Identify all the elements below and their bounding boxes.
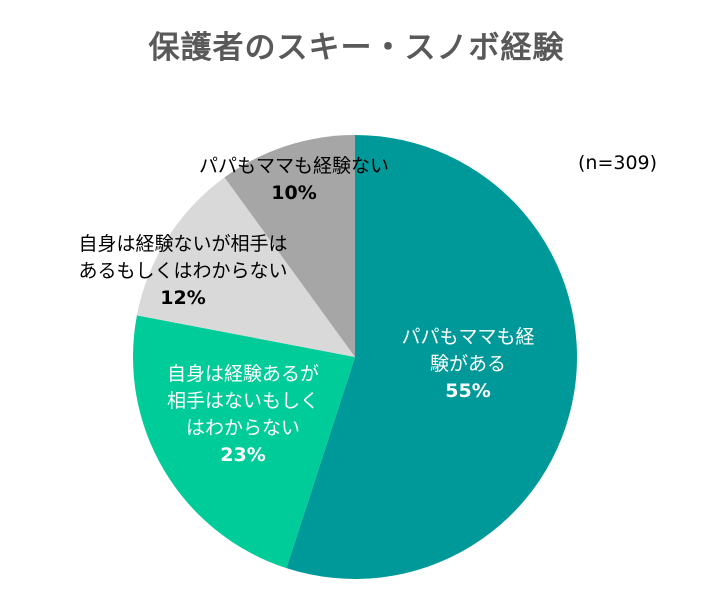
- pie-slice-3: [136, 177, 355, 357]
- pie-slice-4: [224, 135, 355, 357]
- slice-label-3-line-2: あるもしくはわからない: [78, 260, 287, 282]
- slice-label-4-line-1: パパもママも経験ない: [199, 155, 389, 177]
- slice-label-2-line-3: はわからない: [186, 417, 300, 439]
- slice-label-2-line-2: 相手はないもしく: [167, 390, 319, 412]
- pie-slice-1: [286, 135, 578, 579]
- chart-title: 保護者のスキー・スノボ経験: [148, 30, 565, 66]
- slice-percent-1: 55%: [445, 380, 490, 402]
- slice-percent-3: 12%: [160, 287, 205, 309]
- sample-size-note: (n=309): [578, 152, 658, 174]
- slice-percent-4: 10%: [271, 182, 316, 204]
- slice-label-3-line-1: 自身は経験ないが相手は: [78, 233, 287, 255]
- slice-label-1-line-1: パパもママも経: [401, 326, 534, 348]
- slice-label-1-line-2: 験がある: [430, 353, 506, 375]
- pie-slice-2: [133, 315, 355, 569]
- slice-percent-2: 23%: [220, 444, 265, 466]
- slice-label-2-line-1: 自身は経験あるが: [167, 363, 319, 385]
